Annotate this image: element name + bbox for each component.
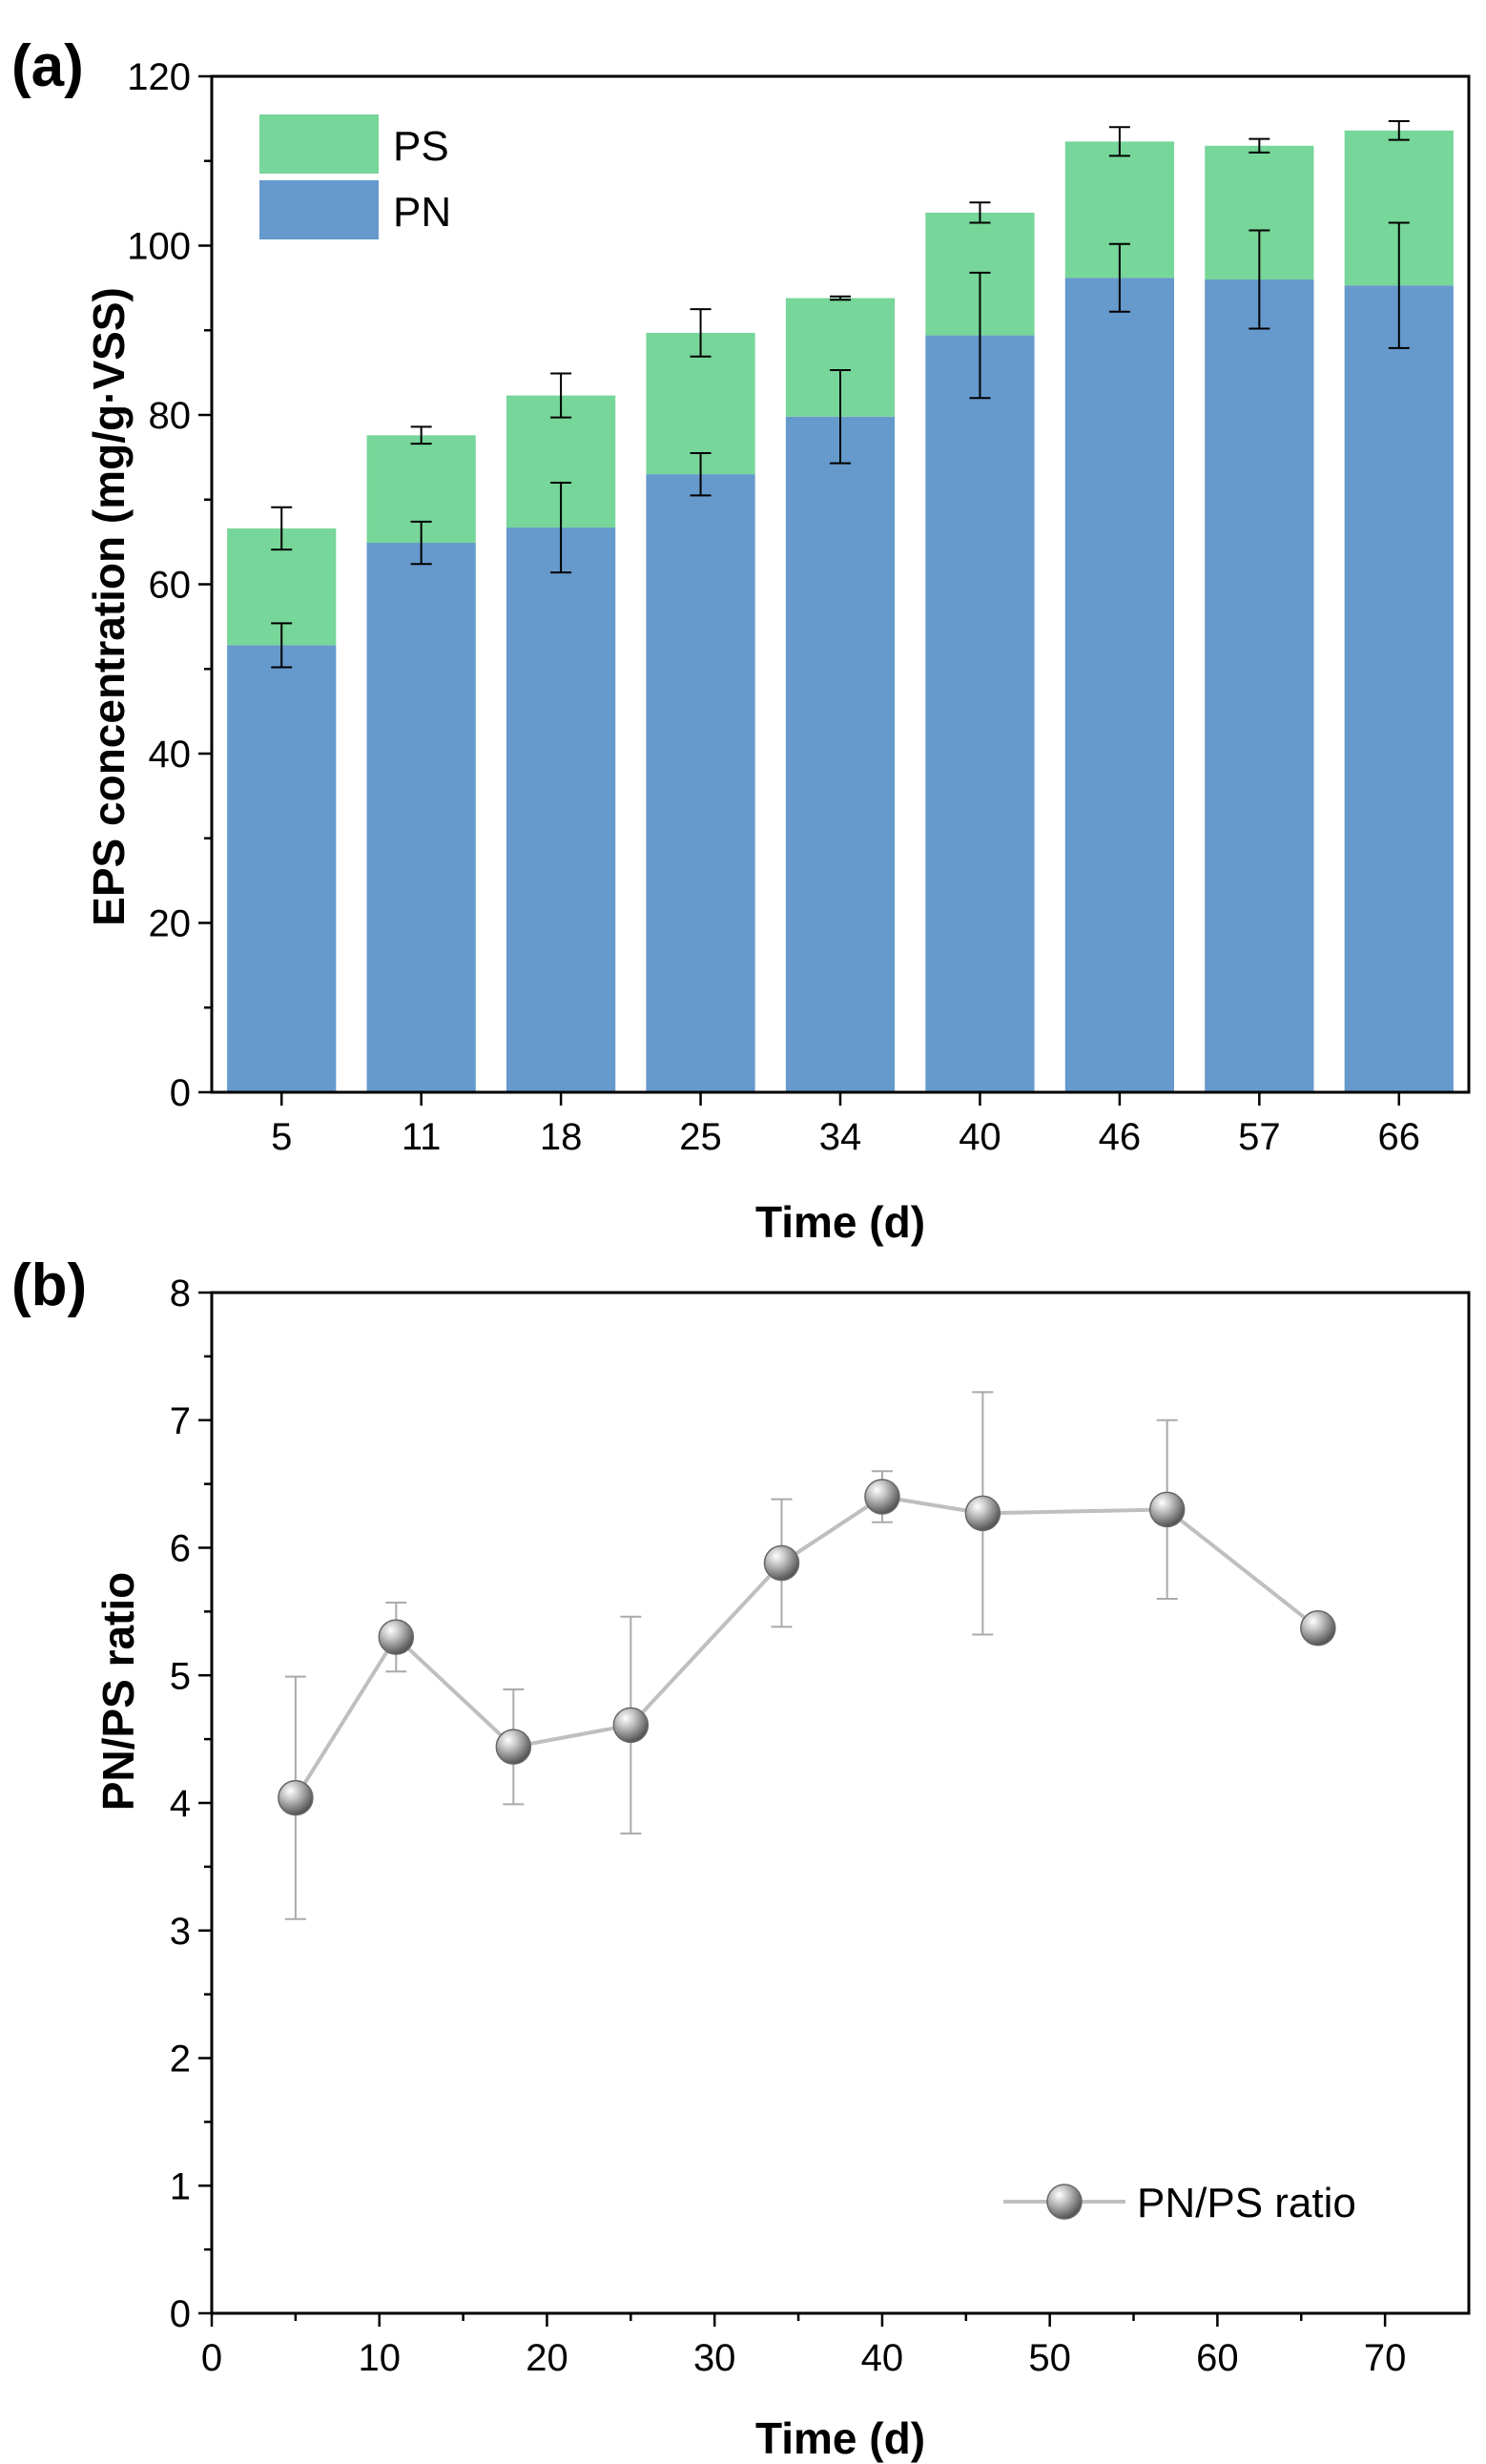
x-tick-label: 40 — [959, 1116, 1001, 1158]
data-point — [763, 1544, 800, 1582]
y-tick-label: 5 — [170, 1655, 191, 1697]
y-tick-label: 8 — [170, 1273, 191, 1315]
error-bar-ps — [1108, 126, 1130, 157]
x-tick-label: 5 — [271, 1116, 292, 1158]
error-bar-ps — [1249, 137, 1270, 154]
y-tick-label: 40 — [149, 734, 192, 776]
panel-a-label: (a) — [11, 33, 84, 99]
plot-frame — [210, 74, 1471, 1094]
y-tick-label: 3 — [170, 1911, 191, 1953]
x-tick-label: 57 — [1238, 1116, 1281, 1158]
legend-swatch-ps — [259, 114, 379, 174]
y-axis-title: PN/PS ratio — [93, 1572, 143, 1812]
data-point — [1300, 1610, 1336, 1646]
y-tick-label: 1 — [170, 2165, 191, 2207]
y-axis-title: EPS concentration (mg/g·VSS) — [84, 287, 134, 926]
x-axis-title: Time (d) — [755, 1197, 925, 1247]
error-bar-ps — [550, 372, 572, 419]
error-bar-layer — [284, 1391, 1329, 1920]
x-tick-label: 10 — [358, 2337, 401, 2379]
legend: PS PN — [259, 114, 451, 239]
bar-pn — [227, 645, 337, 1092]
legend-label-ratio: PN/PS ratio — [1137, 2180, 1356, 2226]
x-tick-label: 11 — [402, 1116, 442, 1158]
bar-pn — [925, 335, 1035, 1092]
y-tick-label: 7 — [170, 1400, 191, 1442]
y-tick-label: 0 — [170, 2293, 191, 2335]
point-layer — [278, 1479, 1336, 1816]
error-bar-ps — [830, 295, 851, 301]
x-tick-label: 70 — [1364, 2337, 1407, 2379]
panel-b-label: (b) — [11, 1253, 87, 1318]
data-point — [495, 1729, 532, 1765]
x-tick-label: 50 — [1028, 2337, 1071, 2379]
data-point — [378, 1619, 415, 1655]
x-tick-label: 60 — [1196, 2337, 1239, 2379]
bar-pn — [506, 528, 616, 1092]
y-tick-label: 2 — [170, 2039, 191, 2081]
bar-pn — [1344, 285, 1454, 1092]
pn-ps-ratio-line-chart: (b) 0 10 20 30 40 50 60 70 0 1 2 3 4 5 6 7 8 PN/PS ratio… — [11, 1253, 1471, 2463]
y-tick-label: 100 — [127, 226, 191, 268]
error-bar-pn — [550, 482, 572, 574]
legend: PN/PS ratio — [1003, 2180, 1356, 2226]
x-tick-label: 0 — [201, 2337, 222, 2379]
y-tick-label: 6 — [170, 1528, 191, 1570]
data-point — [964, 1495, 1001, 1532]
legend-marker-ratio — [1046, 2184, 1083, 2220]
bar-pn — [785, 416, 896, 1092]
error-bar-pn — [410, 520, 432, 566]
error-bar-layer — [271, 120, 1410, 669]
legend-label-ps: PS — [393, 123, 449, 170]
x-tick-label: 66 — [1378, 1116, 1421, 1158]
error-bar-ps — [271, 506, 293, 551]
error-bar-ps — [1388, 120, 1410, 141]
error-bar-ps — [690, 308, 712, 358]
x-tick-label: 20 — [526, 2337, 568, 2379]
error-bar-ps — [969, 201, 991, 224]
bar-pn — [366, 543, 476, 1092]
y-tick-label: 80 — [149, 395, 192, 437]
y-tick-label: 0 — [170, 1072, 191, 1114]
legend-swatch-pn — [259, 180, 379, 239]
y-tick-label: 4 — [170, 1783, 191, 1825]
series-line-layer — [294, 1494, 1320, 1799]
x-tick-label: 46 — [1099, 1116, 1142, 1158]
error-bar-pn — [830, 368, 851, 465]
bar-pn — [1064, 278, 1175, 1093]
x-tick-label: 25 — [679, 1116, 722, 1158]
x-tick-label: 34 — [819, 1116, 862, 1158]
y-tick-label: 60 — [149, 565, 192, 607]
error-bar-pn — [271, 622, 293, 669]
data-point — [864, 1479, 900, 1515]
data-point — [612, 1707, 650, 1744]
plot-frame — [210, 1291, 1471, 2315]
error-bar-pn — [1388, 221, 1410, 349]
error-bar-pn — [690, 451, 712, 497]
x-tick-label: 40 — [861, 2337, 904, 2379]
legend-label-pn: PN — [393, 189, 451, 236]
bar-layer — [227, 130, 1454, 1093]
y-tick-label: 20 — [149, 903, 192, 945]
bar-pn — [646, 474, 755, 1092]
x-tick-label: 30 — [693, 2337, 736, 2379]
error-bar-ps — [410, 425, 432, 445]
error-bar-pn — [969, 271, 991, 400]
error-bar-pn — [1249, 229, 1270, 330]
x-axis-title: Time (d) — [755, 2413, 925, 2463]
y-tick-label: 120 — [127, 56, 191, 98]
data-point — [278, 1779, 314, 1816]
eps-stacked-bar-chart: (a) 5 11 18 25 34 40 46 57 66 0 20 40 60 80 100 120 PS … — [11, 33, 1471, 1247]
axes: 0 10 20 30 40 50 60 70 0 1 2 3 4 5 6 7 8 — [170, 1273, 1471, 2379]
data-point — [1148, 1491, 1186, 1528]
error-bar-pn — [1108, 242, 1130, 313]
bar-pn — [1205, 280, 1314, 1092]
axes: 5 11 18 25 34 40 46 57 66 0 20 40 60 80 100 120 — [127, 56, 1471, 1158]
series-line-ratio — [294, 1494, 1320, 1799]
x-tick-label: 18 — [540, 1116, 583, 1158]
